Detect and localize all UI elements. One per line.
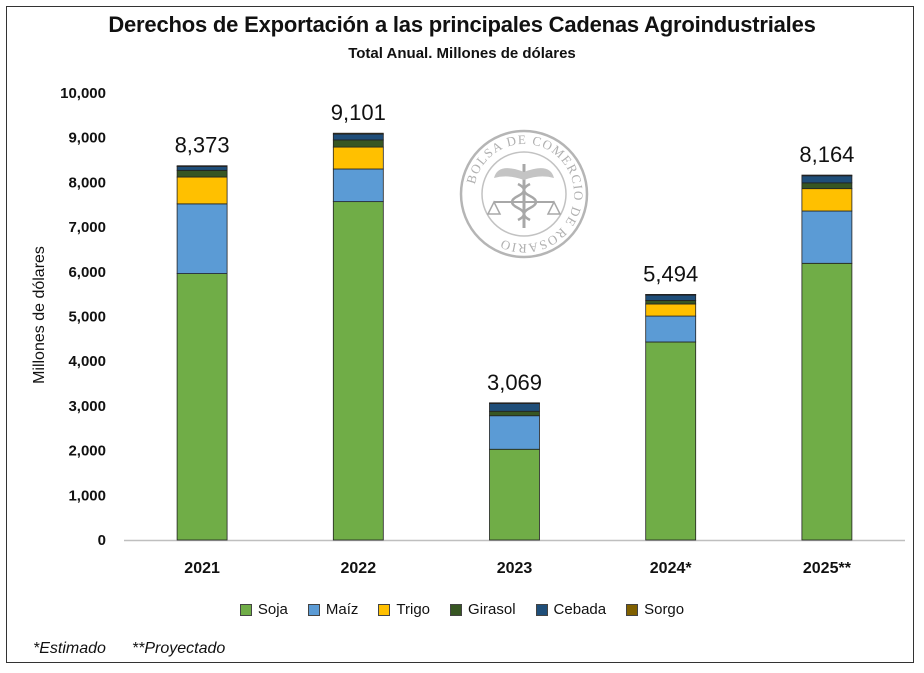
y-tick-label: 8,000 — [68, 174, 106, 191]
x-tick-label: 2024* — [650, 560, 693, 577]
legend-swatch — [307, 603, 320, 616]
bar-segment-maíz — [332, 168, 384, 203]
legend-label: Sorgo — [644, 601, 685, 618]
y-tick-label: 9,000 — [68, 130, 106, 147]
y-tick-label: 7,000 — [68, 219, 106, 236]
total-data-label: 5,494 — [643, 261, 698, 286]
x-tick-label: 2021 — [184, 560, 220, 577]
bar-segment-maíz — [489, 415, 540, 450]
bar-segment-trigo — [645, 303, 697, 317]
bar-segment-maíz — [645, 315, 697, 343]
legend-item-girasol: Girasol — [450, 601, 516, 618]
chart-title: Derechos de Exportación a las principale… — [108, 12, 816, 37]
bar-segment-sorgo — [801, 174, 853, 177]
y-tick-label: 6,000 — [68, 264, 106, 281]
bar-segment-maíz — [801, 210, 853, 264]
chart-subtitle: Total Anual. Millones de dólares — [348, 45, 576, 62]
bar-segment-cebada — [332, 133, 384, 141]
bar-segment-trigo — [332, 146, 384, 170]
chart-frame — [6, 6, 914, 663]
bar-segment-soja — [332, 201, 384, 541]
bolsa-de-comercio-seal-icon: BOLSA DE COMERCIO DE ROSARIO — [459, 129, 589, 259]
y-tick-label: 3,000 — [68, 398, 106, 415]
y-tick-label: 5,000 — [68, 309, 106, 326]
footnote-estimado: *Estimado — [33, 640, 106, 657]
bar-segment-cebada — [489, 402, 540, 412]
bar-segment-trigo — [801, 188, 853, 212]
legend-swatch — [239, 603, 252, 616]
x-tick-label: 2025** — [803, 560, 852, 577]
bar-segment-sorgo — [176, 165, 228, 167]
legend-swatch — [450, 603, 463, 616]
legend-label: Cebada — [553, 601, 607, 618]
y-tick-label: 4,000 — [68, 353, 106, 370]
legend-swatch — [626, 603, 639, 616]
y-tick-label: 0 — [98, 532, 106, 549]
bar-segment-soja — [489, 448, 540, 541]
total-data-label: 3,069 — [487, 370, 542, 395]
bar-segment-soja — [645, 341, 697, 541]
y-tick-label: 2,000 — [68, 443, 106, 460]
total-data-label: 8,164 — [799, 142, 854, 167]
x-tick-label: 2022 — [341, 560, 377, 577]
legend-swatch — [378, 603, 391, 616]
bar-segment-sorgo — [645, 294, 697, 296]
legend-item-maíz: Maíz — [307, 601, 359, 618]
legend: Soja Maíz Trigo Girasol Cebada Sorgo — [0, 601, 924, 618]
bar-segment-sorgo — [489, 402, 540, 405]
legend-label: Girasol — [468, 601, 516, 618]
total-data-label: 8,373 — [175, 133, 230, 158]
bar-segment-sorgo — [332, 132, 384, 135]
legend-item-trigo: Trigo — [378, 601, 430, 618]
bar-segment-trigo — [176, 176, 228, 205]
legend-item-cebada: Cebada — [535, 601, 607, 618]
legend-item-sorgo: Sorgo — [626, 601, 684, 618]
bar-segment-girasol — [801, 182, 853, 190]
footnote-proyectado: **Proyectado — [131, 640, 226, 657]
legend-swatch — [535, 603, 548, 616]
bar-segment-soja — [801, 262, 853, 541]
legend-label: Maíz — [325, 601, 359, 618]
y-tick-label: 1,000 — [68, 487, 106, 504]
bar-segment-girasol — [332, 139, 384, 148]
x-tick-label: 2023 — [497, 560, 533, 577]
bar-segment-girasol — [645, 300, 697, 305]
legend-label: Trigo — [396, 601, 431, 618]
legend-item-soja: Soja — [239, 601, 288, 618]
bar-segment-soja — [176, 273, 228, 541]
bar-segment-girasol — [176, 169, 228, 178]
footnotes: *Estimado **Proyectado — [33, 640, 225, 658]
total-data-label: 9,101 — [331, 100, 386, 125]
legend-label: Soja — [257, 601, 288, 618]
bar-segment-cebada — [801, 175, 853, 184]
y-tick-label: 10,000 — [60, 85, 106, 102]
bar-segment-maíz — [176, 203, 228, 274]
bar-segment-girasol — [489, 410, 540, 417]
